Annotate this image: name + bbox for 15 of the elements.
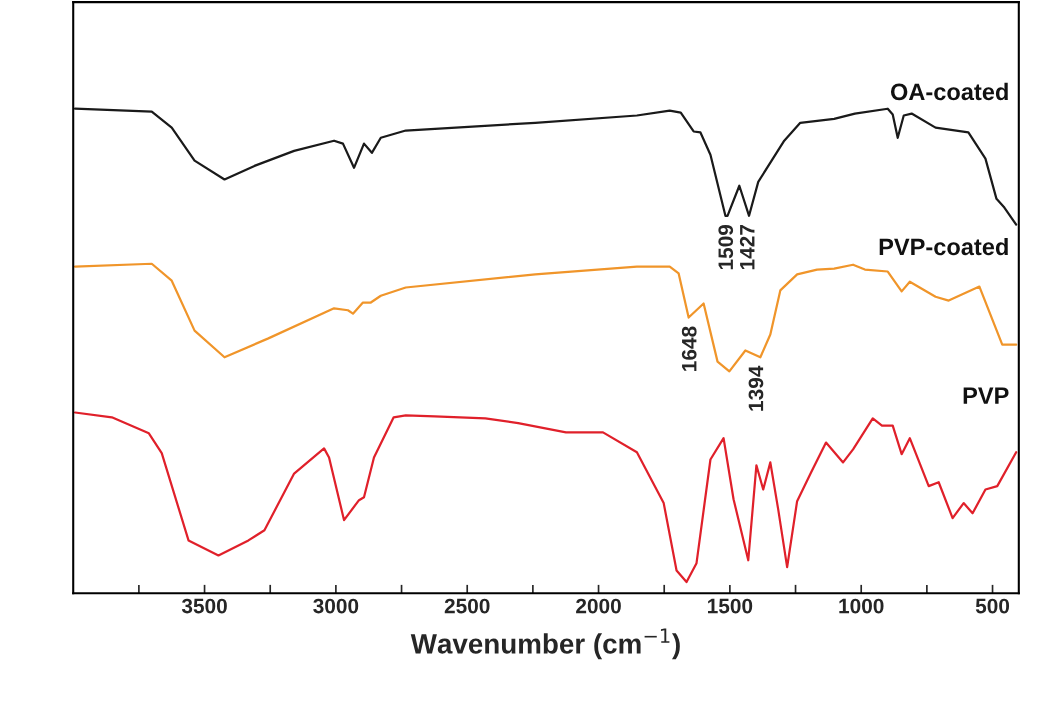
x-tick-label: 500 xyxy=(975,598,1010,614)
series-label: PVP-coated xyxy=(879,237,1008,256)
x-tick-label: 3000 xyxy=(313,598,359,614)
x-tick-label: 1000 xyxy=(839,598,884,614)
x-tick-label: 2000 xyxy=(576,598,621,614)
annotation: 1427 xyxy=(739,225,755,270)
series-label: OA-coated xyxy=(890,82,1008,101)
x-tick-label: 2500 xyxy=(444,598,490,614)
x-tick-label: 3500 xyxy=(181,598,227,614)
annotation: 1648 xyxy=(681,326,697,371)
annotation: 1394 xyxy=(748,365,764,411)
x-tick-label: 1500 xyxy=(708,598,753,614)
x-axis-title: Wavenumber (cm$^{−1}$) xyxy=(410,628,680,660)
text: PVP xyxy=(963,387,1009,404)
annotation: 1509 xyxy=(718,224,734,270)
